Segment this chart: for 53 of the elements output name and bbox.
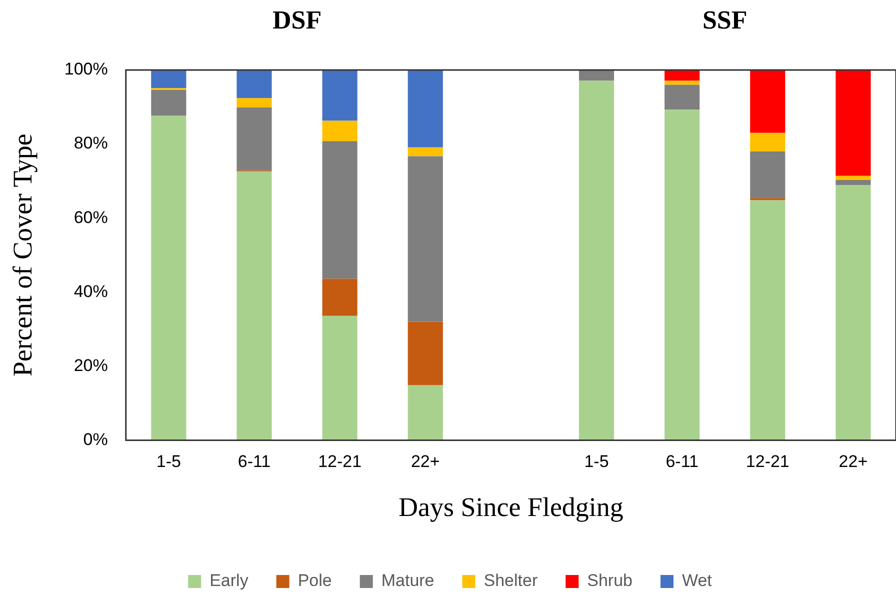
x-tick-label: 12-21 (318, 452, 362, 472)
legend-label: Shelter (484, 571, 538, 590)
bar (322, 141, 358, 279)
y-tick-label: 20% (74, 356, 108, 375)
y-tick-label: 0% (83, 430, 108, 449)
x-tick-label: 22+ (838, 452, 868, 472)
x-tick-label: 12-21 (746, 452, 790, 472)
bar (151, 116, 186, 440)
bar (750, 70, 786, 133)
text: DSF (272, 6, 322, 35)
bar (408, 70, 443, 148)
text: SSF (702, 6, 748, 35)
bar (236, 107, 272, 170)
bar (322, 278, 358, 316)
bar (750, 132, 786, 152)
bar (408, 147, 443, 156)
x-tick-label: 1-5 (156, 452, 181, 472)
y-tick-label: 40% (74, 282, 108, 301)
bar (836, 180, 871, 186)
bar (408, 385, 443, 440)
bar (322, 70, 358, 121)
bar (236, 70, 272, 98)
y-tick-label: 60% (74, 208, 108, 227)
x-tick-label: 22+ (410, 452, 440, 472)
bar (836, 176, 871, 180)
x-tick-label: 6-11 (238, 452, 271, 472)
legend-label: Pole (298, 571, 332, 590)
bar (750, 151, 786, 198)
x-tick-label: 1-5 (584, 452, 609, 472)
x-tick-label: 6-11 (666, 452, 698, 472)
bar (664, 80, 700, 85)
bar (750, 200, 786, 440)
bar (322, 120, 358, 142)
x-axis-title: Days Since Fledging (398, 492, 624, 522)
bar (236, 171, 272, 440)
bar (578, 80, 614, 440)
legend-label: Wet (682, 571, 712, 590)
bar (408, 322, 443, 386)
bar (322, 316, 358, 440)
bar (836, 185, 871, 440)
bar (664, 84, 700, 110)
bar (664, 110, 700, 440)
legend-label: Mature (381, 571, 434, 590)
legend-label: Early (210, 571, 249, 590)
legend-label: Shrub (587, 571, 632, 590)
bar (236, 98, 272, 108)
bar (151, 90, 186, 116)
y-tick-label: 100% (64, 60, 108, 79)
bar (408, 156, 443, 322)
y-tick-label: 80% (74, 134, 108, 153)
bar (151, 70, 186, 88)
y-axis-title: Percent of Cover Type (7, 134, 38, 376)
bar (836, 70, 871, 176)
